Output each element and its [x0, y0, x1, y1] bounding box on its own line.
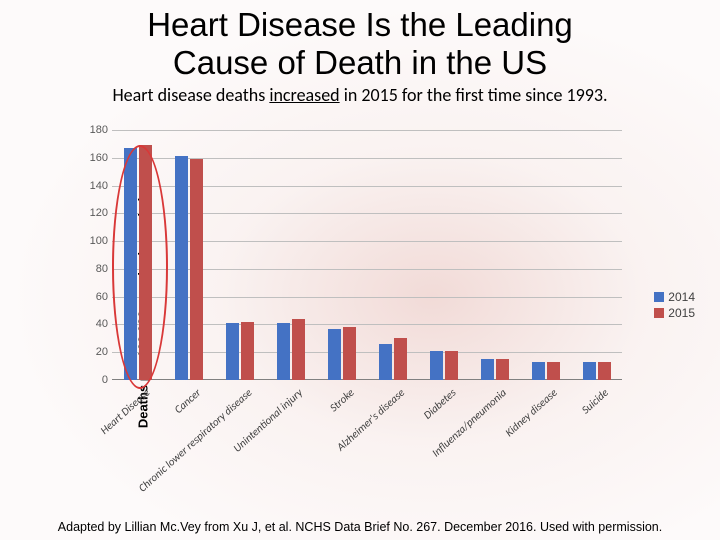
bar — [481, 359, 494, 380]
bar — [496, 359, 509, 380]
bar — [328, 329, 341, 380]
bar-group — [175, 156, 203, 380]
bar-group — [379, 338, 407, 380]
bar-group — [481, 359, 509, 380]
bar — [430, 351, 443, 380]
x-tick-label: Cancer — [172, 386, 203, 416]
slide: Heart Disease Is the Leading Cause of De… — [0, 0, 720, 540]
bar — [292, 319, 305, 380]
y-tick-label: 80 — [82, 263, 108, 275]
footnote: Adapted by Lillian Mc.Vey from Xu J, et … — [0, 520, 720, 534]
y-tick-label: 0 — [82, 374, 108, 386]
bar — [598, 362, 611, 380]
bar-group — [328, 327, 356, 380]
gridline — [112, 130, 622, 131]
bar-group — [583, 362, 611, 380]
chart-area: Deaths per 100,000 standard population 0… — [30, 120, 690, 490]
bar — [343, 327, 356, 380]
plot-region: 020406080100120140160180Heart DiseaseCan… — [82, 130, 622, 380]
x-tick-label: Diabetes — [421, 386, 459, 422]
bar — [445, 351, 458, 380]
legend-item: 2015 — [654, 306, 695, 320]
bar — [583, 362, 596, 380]
y-tick-label: 120 — [82, 207, 108, 219]
bar-group — [277, 319, 305, 380]
bar — [175, 156, 188, 380]
bar-group — [226, 322, 254, 380]
x-tick-label: Suicide — [579, 386, 611, 417]
bar — [394, 338, 407, 380]
subtitle-underlined: increased — [269, 84, 339, 106]
legend-swatch — [654, 292, 664, 302]
x-tick-label: Stroke — [327, 386, 356, 414]
legend-item: 2014 — [654, 290, 695, 304]
title-line-2: Cause of Death in the US — [173, 44, 547, 81]
bar — [379, 344, 392, 380]
bar — [277, 323, 290, 380]
y-tick-label: 140 — [82, 180, 108, 192]
bar-group — [532, 362, 560, 380]
legend-swatch — [654, 308, 664, 318]
y-tick-label: 100 — [82, 235, 108, 247]
y-tick-label: 40 — [82, 318, 108, 330]
bar — [241, 322, 254, 380]
bar-group — [430, 351, 458, 380]
y-tick-label: 180 — [82, 124, 108, 136]
bar — [532, 362, 545, 380]
y-tick-label: 160 — [82, 152, 108, 164]
highlight-ellipse — [112, 145, 168, 389]
legend-label: 2015 — [668, 306, 695, 320]
bar — [547, 362, 560, 380]
slide-title: Heart Disease Is the Leading Cause of De… — [0, 0, 720, 82]
subtitle-pre: Heart disease deaths — [112, 84, 269, 106]
slide-subtitle: Heart disease deaths increased in 2015 f… — [0, 84, 720, 106]
title-line-1: Heart Disease Is the Leading — [147, 6, 573, 43]
subtitle-post: in 2015 for the first time since 1993. — [340, 84, 608, 106]
y-tick-label: 60 — [82, 291, 108, 303]
x-tick-label: Kidney disease — [503, 386, 560, 439]
legend: 2014 2015 — [654, 290, 695, 322]
bar — [190, 159, 203, 380]
y-tick-label: 20 — [82, 346, 108, 358]
legend-label: 2014 — [668, 290, 695, 304]
bar — [226, 323, 239, 380]
